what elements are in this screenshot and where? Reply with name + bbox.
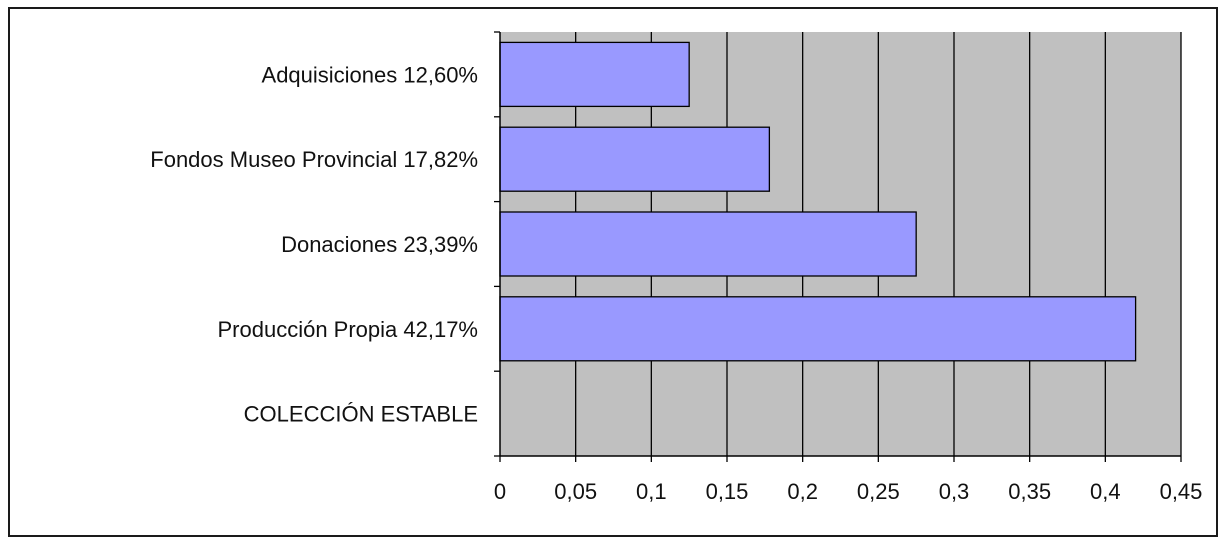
category-label: Adquisiciones 12,60% [262, 62, 478, 87]
x-tick-label: 0,05 [554, 479, 597, 504]
x-tick-label: 0,45 [1160, 479, 1203, 504]
x-tick-label: 0 [494, 479, 506, 504]
bar [499, 211, 917, 277]
category-label: COLECCIÓN ESTABLE [244, 402, 478, 427]
category-label: Producción Propia 42,17% [218, 317, 479, 342]
x-tick-labels: 0 0,05 0,1 0,15 0,2 0,25 0,3 0,35 0,4 0,45 [494, 479, 1203, 504]
category-label: Donaciones 23,39% [281, 232, 478, 257]
x-tick-label: 0,3 [939, 479, 970, 504]
category-labels: COLECCIÓN ESTABLE Producción Propia 42,17… [150, 62, 478, 426]
x-tick-label: 0,35 [1008, 479, 1051, 504]
x-tick-label: 0,25 [857, 479, 900, 504]
bar [499, 41, 690, 108]
bar [499, 296, 1137, 362]
category-label: Fondos Museo Provincial 17,82% [150, 147, 478, 172]
x-tick-label: 0,2 [787, 479, 818, 504]
bars [499, 41, 1137, 362]
x-tick-label: 0,4 [1090, 479, 1121, 504]
bar [499, 126, 771, 192]
x-tick-label: 0,15 [706, 479, 749, 504]
axes [494, 31, 1182, 462]
x-tick-label: 0,1 [636, 479, 667, 504]
